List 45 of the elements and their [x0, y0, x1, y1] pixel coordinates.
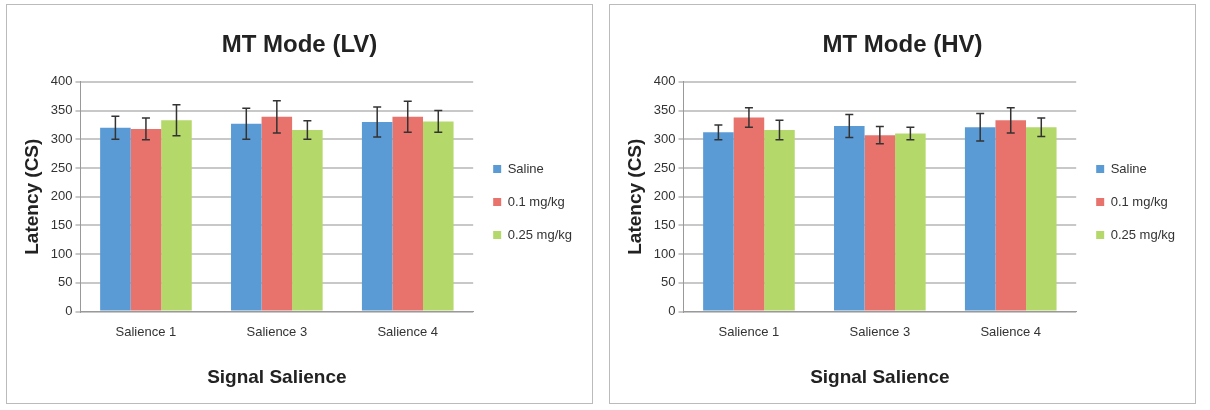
bar	[864, 135, 896, 311]
y-tick-label: 350	[50, 102, 73, 118]
y-tick-label: 400	[653, 73, 676, 89]
x-tick-label: Salience 4	[980, 323, 1042, 339]
legend-label: 0.25 mg/kg	[507, 226, 573, 242]
bar	[1026, 127, 1057, 311]
x-tick-label: Salience 3	[849, 323, 911, 339]
legend-label: 0.1 mg/kg	[507, 193, 565, 209]
x-axis-title: Signal Salience	[810, 365, 950, 387]
x-axis-title: Signal Salience	[207, 365, 347, 387]
legend-label: 0.1 mg/kg	[1110, 193, 1168, 209]
chart-title: MT Mode (HV)	[822, 30, 983, 58]
bar	[834, 126, 865, 311]
y-tick-label: 350	[653, 102, 676, 118]
y-tick-label: 300	[653, 130, 676, 146]
bar	[733, 117, 765, 311]
y-tick-label: 0	[65, 303, 73, 319]
y-tick-label: 150	[653, 217, 676, 232]
y-tick-label: 200	[50, 188, 73, 204]
y-tick-label: 250	[653, 159, 676, 175]
y-tick-label: 50	[58, 274, 73, 290]
y-tick-label: 400	[50, 73, 73, 89]
y-tick-label: 0	[668, 303, 676, 319]
x-tick-label: Salience 4	[377, 323, 439, 339]
legend-label: Saline	[1110, 160, 1147, 176]
legend-label: 0.25 mg/kg	[1110, 226, 1176, 242]
y-axis-title: Latency (CS)	[623, 138, 645, 255]
legend-label: Saline	[507, 160, 544, 176]
x-tick-label: Salience 1	[115, 323, 177, 339]
y-tick-label: 250	[50, 159, 73, 175]
y-tick-label: 50	[661, 274, 676, 290]
x-tick-label: Salience 3	[246, 323, 308, 339]
y-tick-label: 300	[50, 130, 73, 146]
x-tick-label: Salience 1	[718, 323, 780, 339]
y-axis-title: Latency (CS)	[20, 138, 42, 255]
y-tick-label: 150	[50, 217, 73, 232]
y-tick-label: 100	[653, 245, 676, 261]
bar	[703, 132, 734, 311]
bar	[964, 127, 996, 311]
y-tick-label: 100	[50, 245, 73, 261]
bar	[764, 130, 795, 311]
bar	[895, 133, 926, 311]
bar	[995, 120, 1027, 311]
chart-title: MT Mode (LV)	[221, 30, 378, 58]
y-tick-label: 200	[653, 188, 676, 204]
